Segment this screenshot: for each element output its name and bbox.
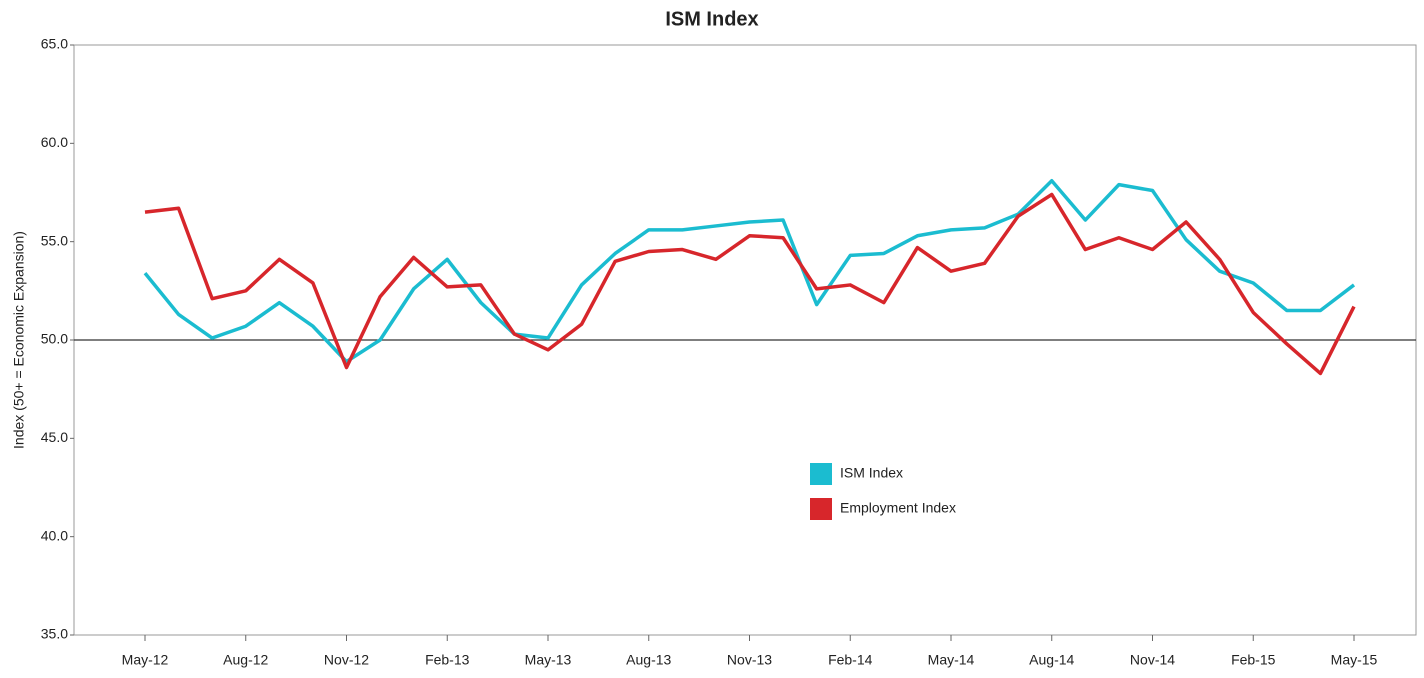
series-line [144,192,1356,376]
legend-swatch [810,498,832,520]
y-tick-label: 35.0 [41,626,68,642]
legend-label: Employment Index [840,500,956,516]
legend-swatch [810,463,832,485]
x-tick-label: Aug-12 [223,652,268,668]
x-tick-label: Feb-13 [425,652,470,668]
y-tick-label: 55.0 [41,232,68,248]
x-tick-label: Aug-14 [1029,652,1074,668]
y-tick-label: 45.0 [41,429,68,445]
series-line [143,178,1356,364]
x-tick-label: May-14 [928,652,975,668]
legend-label: ISM Index [840,465,903,481]
x-tick-label: May-15 [1331,652,1378,668]
x-tick-label: May-13 [525,652,572,668]
y-tick-label: 40.0 [41,527,68,543]
x-tick-label: May-12 [122,652,169,668]
x-tick-label: Feb-14 [828,652,873,668]
x-tick-label: Nov-13 [727,652,772,668]
y-tick-label: 60.0 [41,134,68,150]
y-tick-label: 65.0 [41,36,68,52]
chart-title: ISM Index [665,8,758,30]
y-tick-label: 50.0 [41,331,68,347]
x-tick-label: Aug-13 [626,652,671,668]
x-tick-label: Nov-12 [324,652,369,668]
y-axis-label: Index (50+ = Economic Expansion) [11,231,27,449]
x-tick-label: Nov-14 [1130,652,1175,668]
x-tick-label: Feb-15 [1231,652,1276,668]
